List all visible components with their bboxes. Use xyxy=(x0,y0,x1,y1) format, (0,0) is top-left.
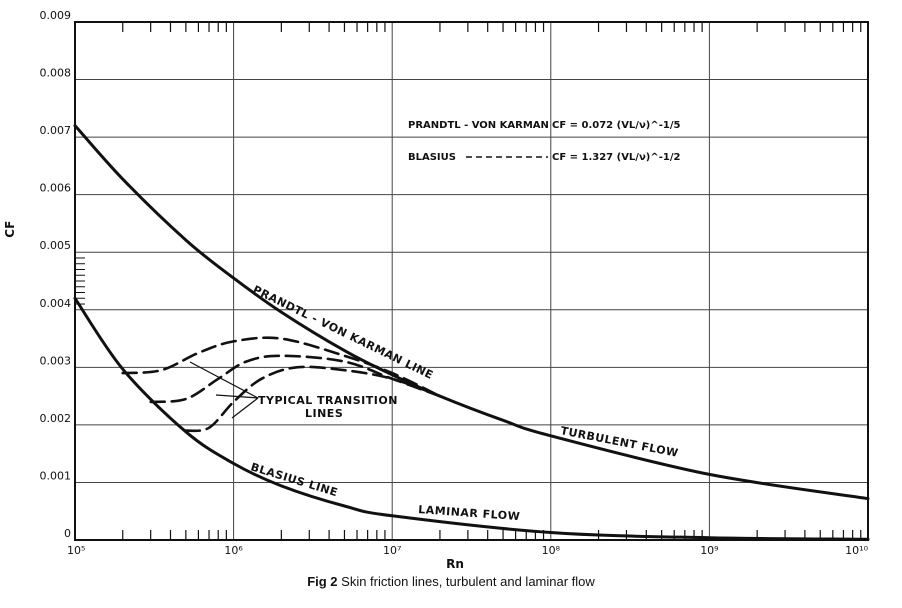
legend-prandtl-formula: CF = 0.072 (VL/ν)^-1/5 xyxy=(552,120,680,131)
y-tick-label: 0 xyxy=(64,527,71,540)
legend-blasius-formula: CF = 1.327 (VL/ν)^-1/2 xyxy=(552,152,680,163)
x-tick-label: 10⁵ xyxy=(67,544,85,557)
minor-ticks xyxy=(75,22,861,540)
skin-friction-chart: 0 0.001 0.002 0.003 0.004 0.005 0.006 0.007 0.00… xyxy=(0,0,902,572)
series-line-0 xyxy=(75,126,868,499)
x-tick-label: 10⁹ xyxy=(700,544,718,557)
y-axis-label: CF xyxy=(3,221,17,238)
x-tick-label: 10¹⁰ xyxy=(845,544,868,557)
series-layer xyxy=(75,126,868,540)
y-tick-label: 0.004 xyxy=(40,297,72,310)
x-axis-label: Rn xyxy=(446,557,464,571)
x-tick-label: 10⁷ xyxy=(383,544,401,557)
figure-caption: Fig 2 Skin friction lines, turbulent and… xyxy=(0,574,902,589)
x-tick-label: 10⁶ xyxy=(224,544,243,557)
annotation-transition-1: TYPICAL TRANSITION xyxy=(258,394,398,407)
y-tick-label: 0.009 xyxy=(40,9,72,22)
legend: PRANDTL - VON KARMAN CF = 0.072 (VL/ν)^-… xyxy=(408,120,680,163)
y-tick-labels: 0 0.001 0.002 0.003 0.004 0.005 0.006 0.007 0.00… xyxy=(40,9,72,540)
y-tick-label: 0.008 xyxy=(40,67,72,80)
y-tick-label: 0.007 xyxy=(40,124,72,137)
y-tick-label: 0.005 xyxy=(40,239,72,252)
series-line-1 xyxy=(75,298,868,539)
annotation-transition-2: LINES xyxy=(305,407,343,420)
plot-frame xyxy=(75,22,868,540)
annotation-blasius-line: BLASIUS LINE xyxy=(249,460,339,499)
grid-lines xyxy=(75,22,868,540)
x-tick-labels: 10⁵ 10⁶ 10⁷ 10⁸ 10⁹ 10¹⁰ xyxy=(67,544,869,557)
y-tick-label: 0.006 xyxy=(40,182,72,195)
x-tick-label: 10⁸ xyxy=(542,544,561,557)
legend-prandtl-label: PRANDTL - VON KARMAN xyxy=(408,120,549,131)
caption-prefix: Fig 2 xyxy=(307,574,337,589)
legend-blasius-label: BLASIUS xyxy=(408,152,456,163)
y-tick-label: 0.001 xyxy=(40,469,72,482)
y-tick-label: 0.003 xyxy=(40,354,72,367)
y-tick-label: 0.002 xyxy=(40,412,72,425)
caption-text: Skin friction lines, turbulent and lamin… xyxy=(338,574,595,589)
